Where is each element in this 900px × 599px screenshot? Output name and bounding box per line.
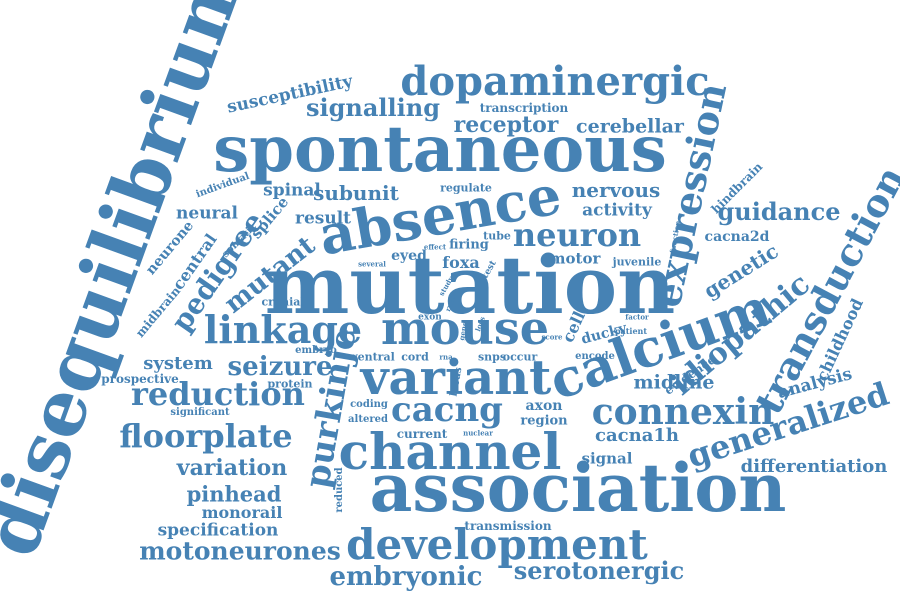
- word: result: [295, 211, 351, 228]
- word: motor: [550, 252, 601, 267]
- word: cacna1h: [595, 427, 679, 445]
- word: seizure: [228, 354, 333, 380]
- word: altered: [348, 415, 388, 425]
- word: rna: [439, 354, 452, 361]
- word: encode: [575, 352, 615, 362]
- word: reduced: [335, 467, 345, 512]
- word: current: [397, 428, 448, 440]
- word: exon: [418, 314, 442, 323]
- word: floorplate: [119, 420, 292, 452]
- word: ventral: [351, 352, 395, 363]
- word: region: [520, 415, 567, 428]
- word: guidance: [717, 200, 840, 224]
- word: juvenile: [613, 257, 662, 268]
- word: cacna2d: [705, 230, 770, 244]
- word: occur: [503, 352, 538, 363]
- word: eyed: [391, 249, 427, 263]
- word: significant: [170, 408, 229, 418]
- word: channel: [339, 427, 562, 477]
- word: axon: [526, 399, 563, 413]
- word: patient: [615, 327, 647, 335]
- word: cacng: [391, 393, 503, 427]
- word: activity: [582, 203, 652, 220]
- word: tube: [483, 231, 511, 242]
- word: neuron: [513, 219, 641, 251]
- word: signalling: [306, 96, 440, 120]
- word: cranial: [261, 297, 304, 308]
- word: specification: [158, 523, 279, 540]
- word: protein: [267, 379, 312, 390]
- word: subunit: [313, 183, 399, 203]
- word: effect: [424, 244, 446, 251]
- word: regulate: [440, 183, 492, 194]
- word: motoneurones: [139, 539, 341, 564]
- word: dopaminergic: [400, 62, 709, 102]
- word: foxa: [442, 255, 479, 271]
- word: differentiation: [741, 458, 888, 476]
- word: cord: [401, 352, 429, 363]
- word: transcription: [480, 102, 569, 114]
- word: prospective: [101, 373, 179, 385]
- word: cerebellar: [576, 118, 684, 137]
- word: nervous: [572, 180, 661, 200]
- word: receptor: [454, 114, 559, 136]
- word: nuclear: [463, 430, 493, 437]
- word: variation: [177, 457, 287, 479]
- word: monorail: [202, 505, 283, 521]
- word: serotonergic: [514, 559, 684, 583]
- word: spinal: [263, 183, 321, 200]
- word: transmission: [464, 520, 551, 532]
- word: several: [358, 261, 386, 268]
- word: signal: [582, 452, 633, 467]
- word: embryonic: [330, 564, 483, 590]
- word: score: [541, 334, 562, 341]
- word: pinhead: [187, 484, 282, 505]
- word: factor: [625, 314, 648, 321]
- word: coding: [350, 400, 388, 410]
- word: embryo: [295, 346, 337, 356]
- word: system: [143, 355, 213, 373]
